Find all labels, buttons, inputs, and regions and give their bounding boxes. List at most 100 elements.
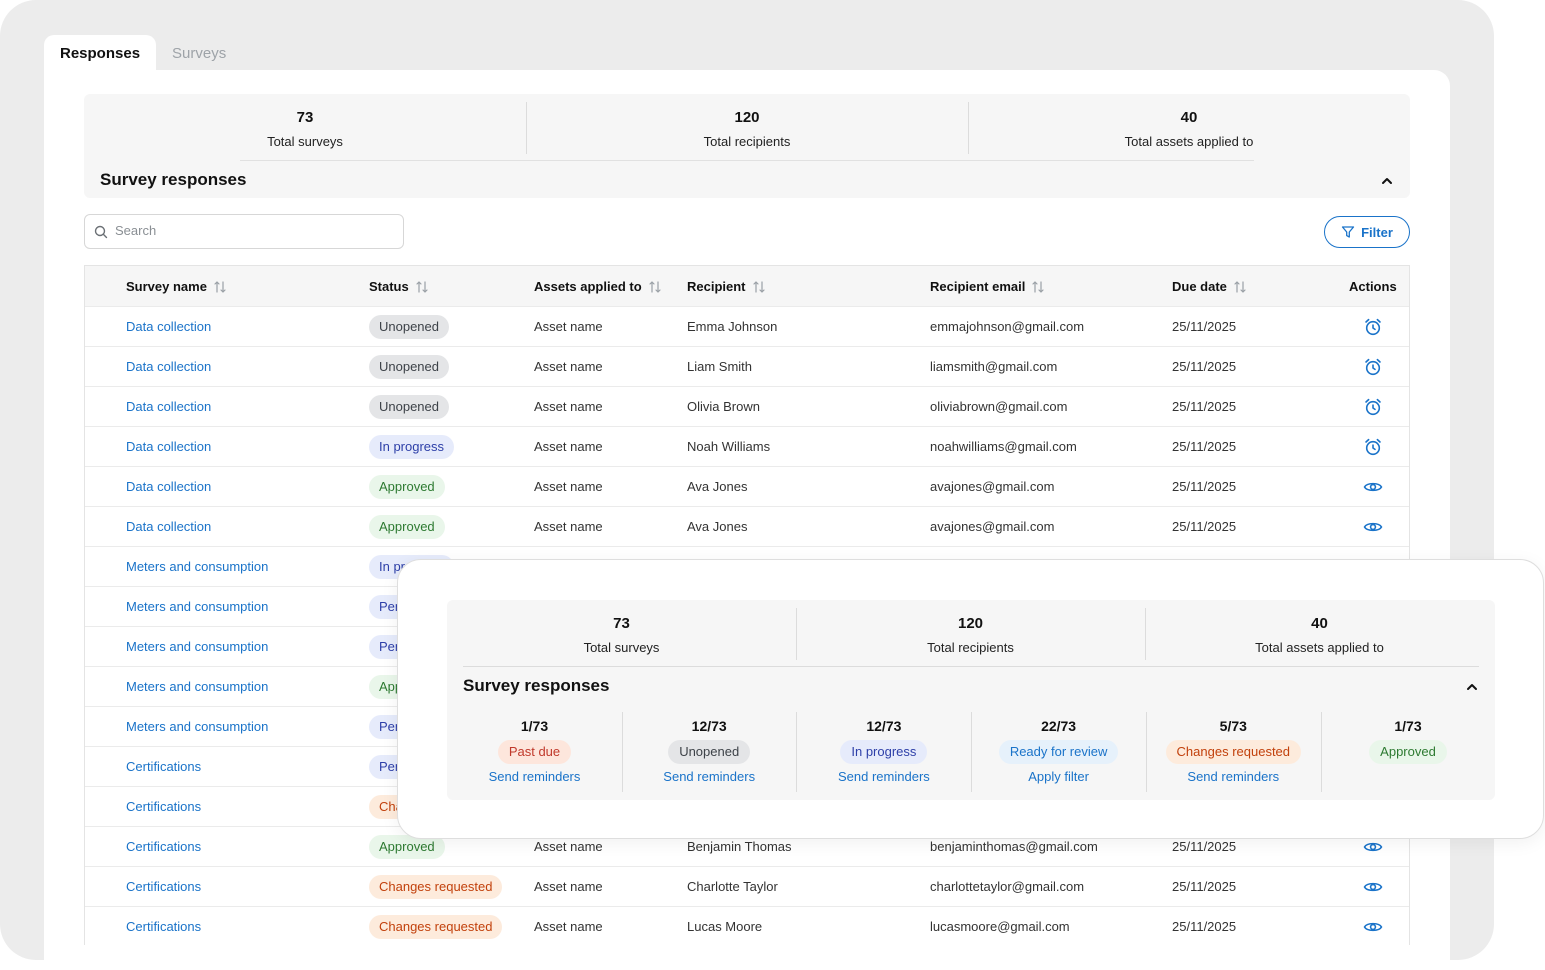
survey-name-link[interactable]: Certifications — [126, 839, 202, 854]
alarm-clock-icon[interactable] — [1363, 357, 1383, 377]
apply-filter-link[interactable]: Apply filter — [1028, 769, 1089, 784]
status-badge: Changes requested — [1165, 740, 1302, 764]
status-badge: Unopened — [369, 395, 449, 419]
stat-value: 40 — [1311, 615, 1328, 632]
stat-total-surveys: 73 Total surveys — [84, 102, 526, 154]
table-row: Data collection In progress Asset name Noah… — [85, 426, 1409, 466]
asset-cell: Asset name — [534, 359, 603, 374]
survey-name-link[interactable]: Data collection — [126, 359, 212, 374]
survey-name-link[interactable]: Certifications — [126, 879, 202, 894]
column-header-recipient[interactable]: Recipient — [687, 279, 766, 294]
status-badge: Approved — [369, 835, 445, 859]
survey-name-link[interactable]: Data collection — [126, 439, 212, 454]
stat-label: Total assets applied to — [1124, 134, 1254, 149]
send-reminders-link[interactable]: Send reminders — [838, 769, 930, 784]
asset-cell: Asset name — [534, 399, 603, 414]
survey-name-link[interactable]: Meters and consumption — [126, 559, 269, 574]
status-badge: Approved — [1369, 740, 1447, 764]
column-header-status[interactable]: Status — [369, 279, 429, 294]
survey-name-link[interactable]: Data collection — [126, 399, 212, 414]
status-badge: Unopened — [369, 355, 449, 379]
send-reminders-link[interactable]: Send reminders — [488, 769, 581, 784]
eye-icon[interactable] — [1363, 837, 1383, 857]
divider — [796, 608, 797, 660]
status-summary-card: 5/73 Changes requested Send reminders — [1146, 710, 1321, 792]
section-title: Survey responses — [463, 676, 610, 695]
status-badge: Ready for review — [998, 740, 1119, 764]
stat-value: 40 — [1180, 109, 1198, 126]
email-cell: emmajohnson@gmail.com — [930, 319, 1085, 334]
due-date-cell: 25/11/2025 — [1172, 879, 1237, 894]
divider — [621, 712, 623, 792]
status-badge: Approved — [369, 475, 445, 499]
survey-name-link[interactable]: Certifications — [126, 799, 202, 814]
chevron-up-icon[interactable] — [1380, 174, 1394, 188]
search-box — [84, 214, 404, 249]
due-date-cell: 25/11/2025 — [1172, 919, 1237, 934]
status-summary-card: 22/73 Ready for review Apply filter — [971, 710, 1146, 792]
filter-button[interactable]: Filter — [1324, 216, 1410, 248]
eye-icon[interactable] — [1363, 917, 1383, 937]
due-date-cell: 25/11/2025 — [1172, 479, 1237, 494]
status-badge: Approved — [369, 515, 445, 539]
tab-surveys[interactable]: Surveys — [172, 44, 227, 62]
send-reminders-link[interactable]: Send reminders — [663, 769, 756, 784]
survey-name-link[interactable]: Data collection — [126, 479, 212, 494]
survey-name-link[interactable]: Meters and consumption — [126, 679, 269, 694]
stat-label: Total surveys — [583, 640, 660, 655]
tab-responses[interactable]: Responses — [44, 35, 157, 71]
column-header-recipient-email[interactable]: Recipient email — [930, 279, 1045, 294]
survey-name-link[interactable]: Data collection — [126, 519, 212, 534]
status-summary-card: 12/73 In progress Send reminders — [796, 710, 971, 792]
due-date-cell: 25/11/2025 — [1172, 439, 1237, 454]
column-label: Actions — [1349, 279, 1397, 294]
tab-bar: Responses Surveys — [44, 35, 242, 71]
divider — [1145, 608, 1146, 660]
column-header-survey-name[interactable]: Survey name — [126, 279, 227, 294]
survey-name-link[interactable]: Meters and consumption — [126, 599, 269, 614]
stat-value: 120 — [734, 109, 760, 126]
stat-total-recipients: 120 Total recipients — [526, 102, 968, 154]
alarm-clock-icon[interactable] — [1363, 437, 1383, 457]
eye-icon[interactable] — [1363, 477, 1383, 497]
column-label: Recipient — [687, 279, 746, 294]
table-row: Data collection Unopened Asset name Liam Sm… — [85, 346, 1409, 386]
status-badge: Unopened — [369, 315, 449, 339]
column-label: Survey name — [126, 279, 207, 294]
eye-icon[interactable] — [1363, 877, 1383, 897]
table-row: Certifications Changes requested Asset nam… — [85, 866, 1409, 906]
recipient-cell: Benjamin Thomas — [687, 839, 792, 854]
survey-name-link[interactable]: Certifications — [126, 919, 202, 934]
alarm-clock-icon[interactable] — [1363, 317, 1383, 337]
survey-name-link[interactable]: Meters and consumption — [126, 719, 269, 734]
due-date-cell: 25/11/2025 — [1172, 319, 1237, 334]
due-date-cell: 25/11/2025 — [1172, 399, 1237, 414]
email-cell: liamsmith@gmail.com — [930, 359, 1058, 374]
stat-total-assets: 40 Total assets applied to — [1145, 608, 1494, 660]
stat-total-recipients: 120 Total recipients — [796, 608, 1145, 660]
status-count: 5/73 — [1219, 718, 1247, 734]
survey-name-link[interactable]: Meters and consumption — [126, 639, 269, 654]
eye-icon[interactable] — [1363, 517, 1383, 537]
table-row: Data collection Unopened Asset name Emma Jo… — [85, 306, 1409, 346]
stat-value: 120 — [957, 615, 984, 632]
column-header-due-date[interactable]: Due date — [1172, 279, 1247, 294]
column-label: Assets applied to — [534, 279, 642, 294]
alarm-clock-icon[interactable] — [1363, 397, 1383, 417]
stat-total-assets: 40 Total assets applied to — [968, 102, 1410, 154]
recipient-cell: Ava Jones — [687, 519, 748, 534]
search-input[interactable] — [115, 223, 395, 238]
asset-cell: Asset name — [534, 839, 603, 854]
table-row: Data collection Approved Asset name Ava Jon… — [85, 506, 1409, 546]
survey-name-link[interactable]: Data collection — [126, 319, 212, 334]
email-cell: avajones@gmail.com — [930, 519, 1055, 534]
chevron-up-icon[interactable] — [1465, 680, 1479, 694]
send-reminders-link[interactable]: Send reminders — [1187, 769, 1280, 784]
sort-icon — [214, 280, 226, 293]
status-count: 1/73 — [520, 718, 549, 734]
survey-name-link[interactable]: Certifications — [126, 759, 202, 774]
column-header-assets[interactable]: Assets applied to — [534, 279, 662, 294]
divider — [240, 160, 1254, 161]
asset-cell: Asset name — [534, 319, 603, 334]
divider — [971, 712, 973, 792]
